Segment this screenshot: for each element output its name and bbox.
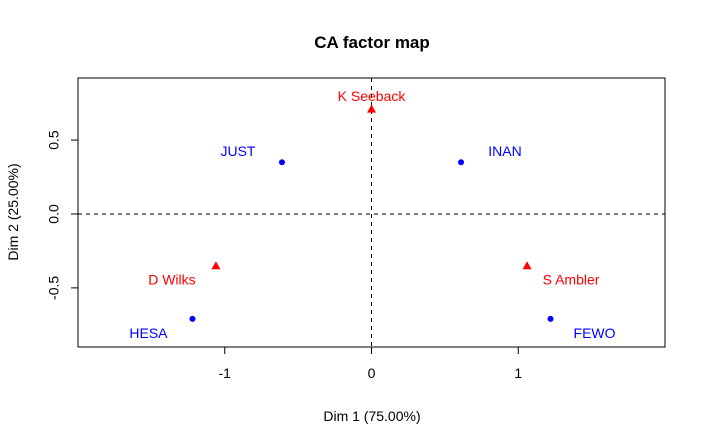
x-tick-label: -1 (219, 365, 232, 381)
point-marker-circle (189, 315, 196, 322)
point-marker-circle (278, 159, 285, 166)
point-label: D Wilks (148, 272, 195, 288)
x-axis-label: Dim 1 (75.00%) (323, 408, 420, 424)
point-marker-triangle (211, 261, 221, 270)
point-marker-triangle (522, 261, 532, 270)
x-tick-label: 1 (514, 365, 522, 381)
y-axis-label: Dim 2 (25.00%) (5, 163, 21, 260)
y-tick-label: 0.0 (46, 204, 62, 224)
point-label: FEWO (574, 325, 616, 341)
point-label: INAN (488, 143, 521, 159)
y-tick-label: 0.5 (46, 130, 62, 150)
point-marker-circle (547, 315, 554, 322)
x-tick-label: 0 (368, 365, 376, 381)
point-label: S Ambler (543, 272, 600, 288)
data-points: JUST INAN HESA FEWO K Seeback D Wilks S Ambler (129, 88, 615, 341)
reference-lines (78, 78, 665, 347)
point-marker-circle (458, 159, 465, 166)
y-tick-label: -0.5 (46, 276, 62, 300)
point-marker-triangle (367, 104, 376, 113)
x-axis: -1 0 1 (219, 347, 522, 381)
point-label: HESA (129, 325, 168, 341)
point-label: JUST (220, 143, 255, 159)
y-axis: -0.5 0.0 0.5 (46, 130, 78, 300)
point-label: K Seeback (338, 88, 407, 104)
chart-title: CA factor map (314, 33, 430, 52)
